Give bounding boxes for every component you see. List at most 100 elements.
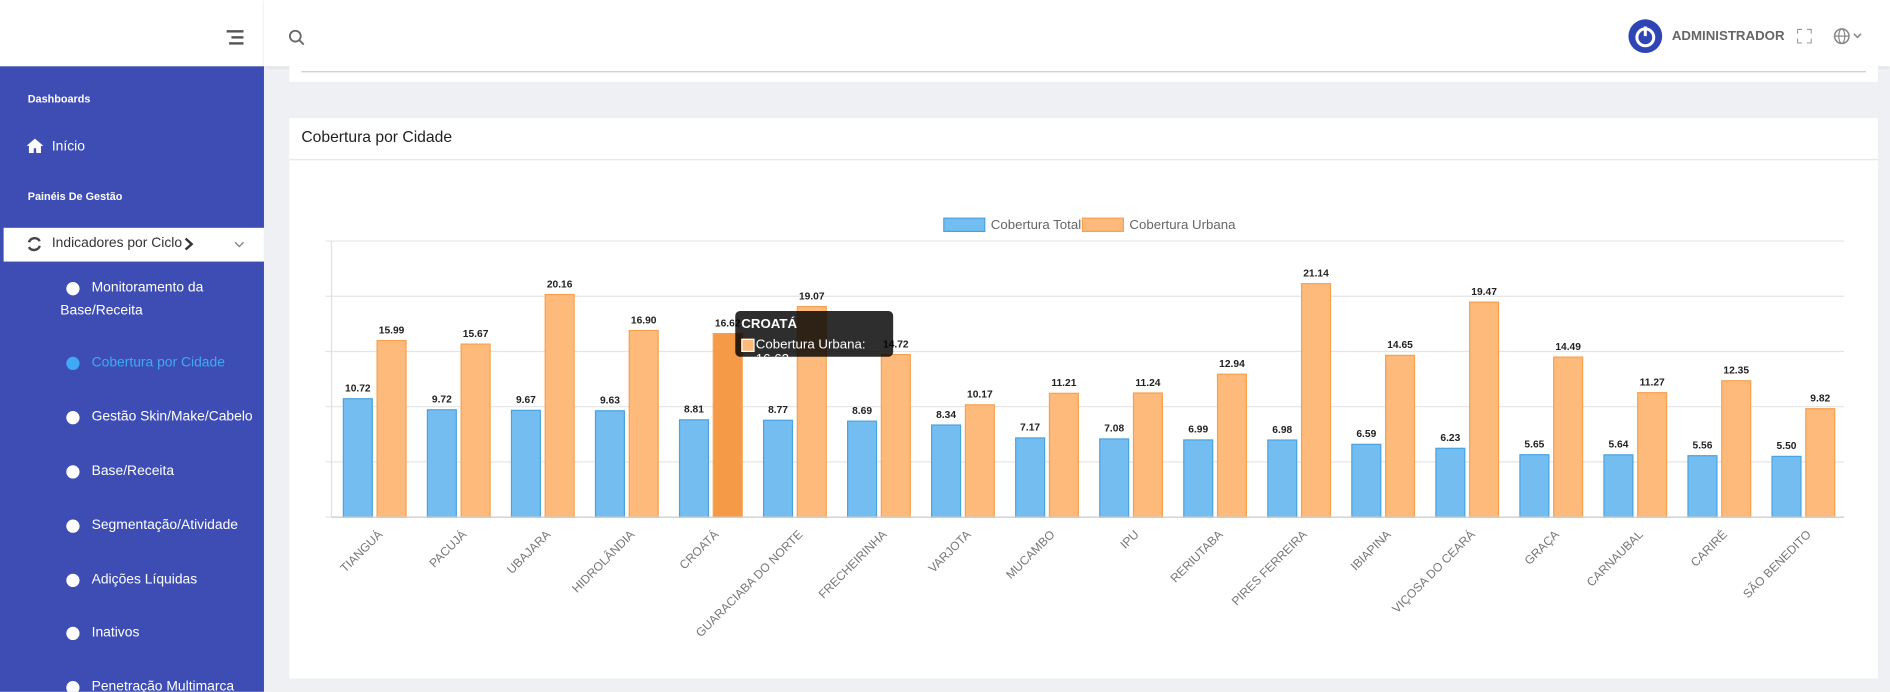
data-label: 7.08 (1104, 424, 1124, 435)
data-label: 20.16 (547, 279, 573, 290)
sidebar (0, 0, 264, 692)
data-label: 6.98 (1272, 425, 1292, 436)
data-label: 14.65 (1387, 340, 1413, 351)
bar (712, 332, 743, 518)
sidebar-link[interactable]: Inativos (91, 625, 140, 641)
data-label: 11.27 (1640, 377, 1665, 388)
legend-swatch (943, 217, 986, 233)
legend-label: Cobertura Urbana (1129, 217, 1236, 232)
x-tick-label: IPU (1118, 527, 1142, 551)
sidebar-dot (66, 519, 80, 533)
language-icon[interactable] (1833, 28, 1864, 45)
data-label: 10.72 (345, 384, 371, 395)
data-label: 5.50 (1777, 441, 1797, 452)
sidebar-heading: Painéis De Gestão (27, 190, 123, 203)
data-label: 15.99 (379, 325, 405, 336)
sidebar-link[interactable]: Penetração Multimarca (91, 679, 235, 692)
data-label: 9.82 (1810, 393, 1830, 404)
data-label: 8.34 (936, 410, 956, 421)
menu-toggle[interactable] (226, 29, 246, 46)
sidebar-link[interactable]: Adições Líquidas (91, 572, 198, 588)
bar (1519, 454, 1550, 518)
x-tick-label: SÃO BENEDITO (1740, 527, 1814, 601)
x-tick-label: HIDROLÂNDIA (569, 526, 639, 596)
x-tick-label: TIANGUÁ (337, 526, 386, 575)
sidebar-link[interactable]: Base/Receita (91, 464, 175, 479)
data-label: 16.62 (715, 318, 741, 329)
bar (1435, 447, 1466, 518)
bar (460, 343, 491, 518)
bar (1687, 455, 1718, 518)
data-label: 12.35 (1723, 366, 1749, 377)
bar (510, 409, 541, 518)
previous-card (289, 66, 1878, 82)
user-name[interactable]: ADMINISTRADOR (1671, 28, 1785, 44)
bar (1132, 392, 1164, 518)
x-tick-label: IBIAPINA (1348, 527, 1395, 574)
bar (594, 410, 626, 518)
sidebar-dot (66, 681, 80, 692)
data-label: 5.56 (1693, 440, 1713, 451)
x-tick-label: VARJOTA (926, 527, 975, 576)
divider (301, 71, 1866, 73)
bar (1015, 437, 1046, 518)
data-label: 14.72 (883, 339, 909, 350)
bar (1351, 443, 1382, 518)
bar (1603, 454, 1634, 518)
bar (1099, 438, 1130, 518)
cycle-icon (27, 236, 41, 252)
tooltip-label: Cobertura Urbana: 16.62 (755, 337, 866, 367)
data-label: 9.72 (432, 395, 452, 406)
sidebar-link[interactable]: Segmentação/Atividade (91, 518, 239, 533)
bar (426, 409, 457, 518)
divider (289, 159, 1878, 161)
bar (678, 419, 710, 518)
bar (1721, 380, 1752, 518)
sidebar-dot (66, 356, 80, 371)
search-icon[interactable] (288, 29, 305, 46)
x-tick-label: RERIUTABA (1168, 527, 1227, 586)
data-label: 12.94 (1219, 359, 1245, 370)
bar (628, 329, 659, 518)
tooltip-swatch (741, 338, 755, 352)
bar (544, 293, 575, 518)
sidebar-dot (66, 465, 80, 479)
x-tick-label: MUCAMBO (1003, 527, 1057, 581)
x-tick-label: FRECHEIRINHA (816, 527, 890, 601)
data-label: 8.69 (852, 406, 872, 417)
x-tick-label: CARIRÉ (1687, 527, 1730, 570)
bar (376, 339, 407, 518)
chevron-down (234, 241, 244, 248)
bar (931, 424, 962, 518)
bar (1048, 392, 1079, 518)
x-tick-label: PACUJÁ (426, 526, 470, 570)
sidebar-link[interactable]: Início (51, 139, 85, 155)
data-label: 6.59 (1356, 429, 1376, 440)
data-label: 11.21 (1051, 378, 1076, 389)
data-label: 19.07 (799, 291, 825, 302)
home-icon (26, 138, 44, 154)
chevron (184, 237, 194, 251)
sidebar-dot (66, 411, 80, 425)
data-label: 6.99 (1188, 425, 1208, 436)
sidebar-link[interactable]: Gestão Skin/Make/Cabelo (91, 409, 253, 425)
sidebar-group[interactable]: Indicadores por Ciclo (3, 227, 264, 262)
bar (342, 398, 373, 518)
sidebar-brand (0, 0, 264, 67)
sidebar-link-active[interactable]: Cobertura por Cidade (91, 355, 225, 371)
user-avatar[interactable] (1627, 18, 1663, 54)
tooltip: CROATÁ Cobertura Urbana: 16.62 (735, 310, 894, 366)
legend-label: Cobertura Total (991, 217, 1081, 232)
bar (1469, 301, 1500, 518)
sidebar-group-label: Indicadores por Ciclo (51, 236, 183, 251)
sidebar-link[interactable]: Monitoramento da Base/Receita (60, 280, 204, 319)
x-tick-label: UBAJARA (504, 527, 554, 577)
data-label: 9.63 (600, 396, 620, 407)
bar (762, 419, 794, 518)
x-tick-label: VIÇOSA DO CEARÁ (1389, 526, 1479, 616)
sidebar-dot (66, 573, 80, 588)
bar (964, 404, 995, 518)
card-title: Cobertura por Cidade (301, 127, 453, 146)
